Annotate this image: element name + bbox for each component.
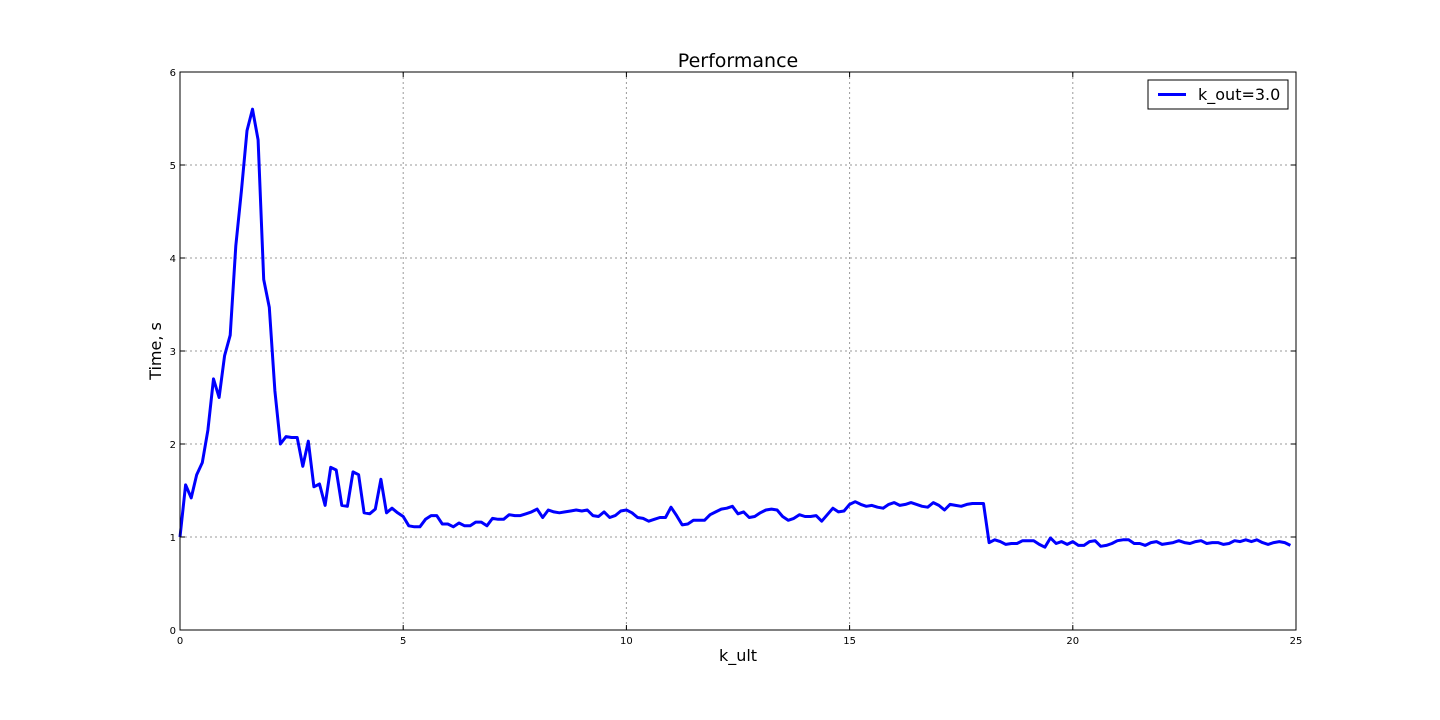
x-tick-label: 15 [843, 636, 856, 647]
y-tick-label: 1 [170, 533, 176, 544]
legend-label: k_out=3.0 [1198, 85, 1280, 105]
tick-layer: 0 5 10 15 20 25 0 1 2 3 4 5 6 [170, 68, 1303, 647]
y-tick-label: 4 [170, 254, 176, 265]
series-layer [178, 107, 1292, 549]
x-axis-label: k_ult [719, 646, 757, 666]
series-line [178, 107, 1292, 549]
y-tick-label: 2 [170, 440, 176, 451]
x-tick-label: 5 [400, 636, 406, 647]
y-tick-label: 3 [170, 347, 176, 358]
x-tick-label: 0 [177, 636, 183, 647]
y-axis-label: Time, s [146, 322, 165, 381]
chart-title: Performance [678, 50, 798, 72]
legend: k_out=3.0 [1147, 79, 1289, 110]
x-tick-label: 10 [620, 636, 633, 647]
grid [180, 72, 1296, 630]
y-tick-label: 5 [170, 161, 176, 172]
x-tick-label: 25 [1290, 636, 1303, 647]
y-tick-label: 6 [170, 68, 176, 79]
y-tick-label: 0 [170, 626, 176, 637]
x-tick-label: 20 [1066, 636, 1079, 647]
